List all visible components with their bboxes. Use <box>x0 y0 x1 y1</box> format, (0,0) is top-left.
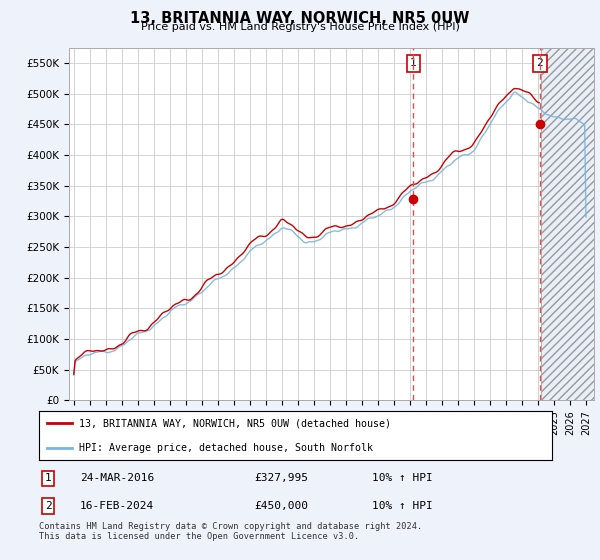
Text: 1: 1 <box>45 474 52 483</box>
Text: 16-FEB-2024: 16-FEB-2024 <box>80 501 154 511</box>
Text: 10% ↑ HPI: 10% ↑ HPI <box>373 501 433 511</box>
Text: HPI: Average price, detached house, South Norfolk: HPI: Average price, detached house, Sout… <box>79 442 373 452</box>
Text: 13, BRITANNIA WAY, NORWICH, NR5 0UW: 13, BRITANNIA WAY, NORWICH, NR5 0UW <box>130 11 470 26</box>
Text: 2: 2 <box>536 58 543 68</box>
Text: Price paid vs. HM Land Registry's House Price Index (HPI): Price paid vs. HM Land Registry's House … <box>140 22 460 32</box>
Text: £450,000: £450,000 <box>254 501 308 511</box>
Text: 2: 2 <box>45 501 52 511</box>
Text: 10% ↑ HPI: 10% ↑ HPI <box>373 474 433 483</box>
Text: 1: 1 <box>410 58 417 68</box>
Text: £327,995: £327,995 <box>254 474 308 483</box>
Text: 24-MAR-2016: 24-MAR-2016 <box>80 474 154 483</box>
Text: 13, BRITANNIA WAY, NORWICH, NR5 0UW (detached house): 13, BRITANNIA WAY, NORWICH, NR5 0UW (det… <box>79 418 391 428</box>
Text: Contains HM Land Registry data © Crown copyright and database right 2024.
This d: Contains HM Land Registry data © Crown c… <box>39 522 422 542</box>
Bar <box>541 48 594 400</box>
